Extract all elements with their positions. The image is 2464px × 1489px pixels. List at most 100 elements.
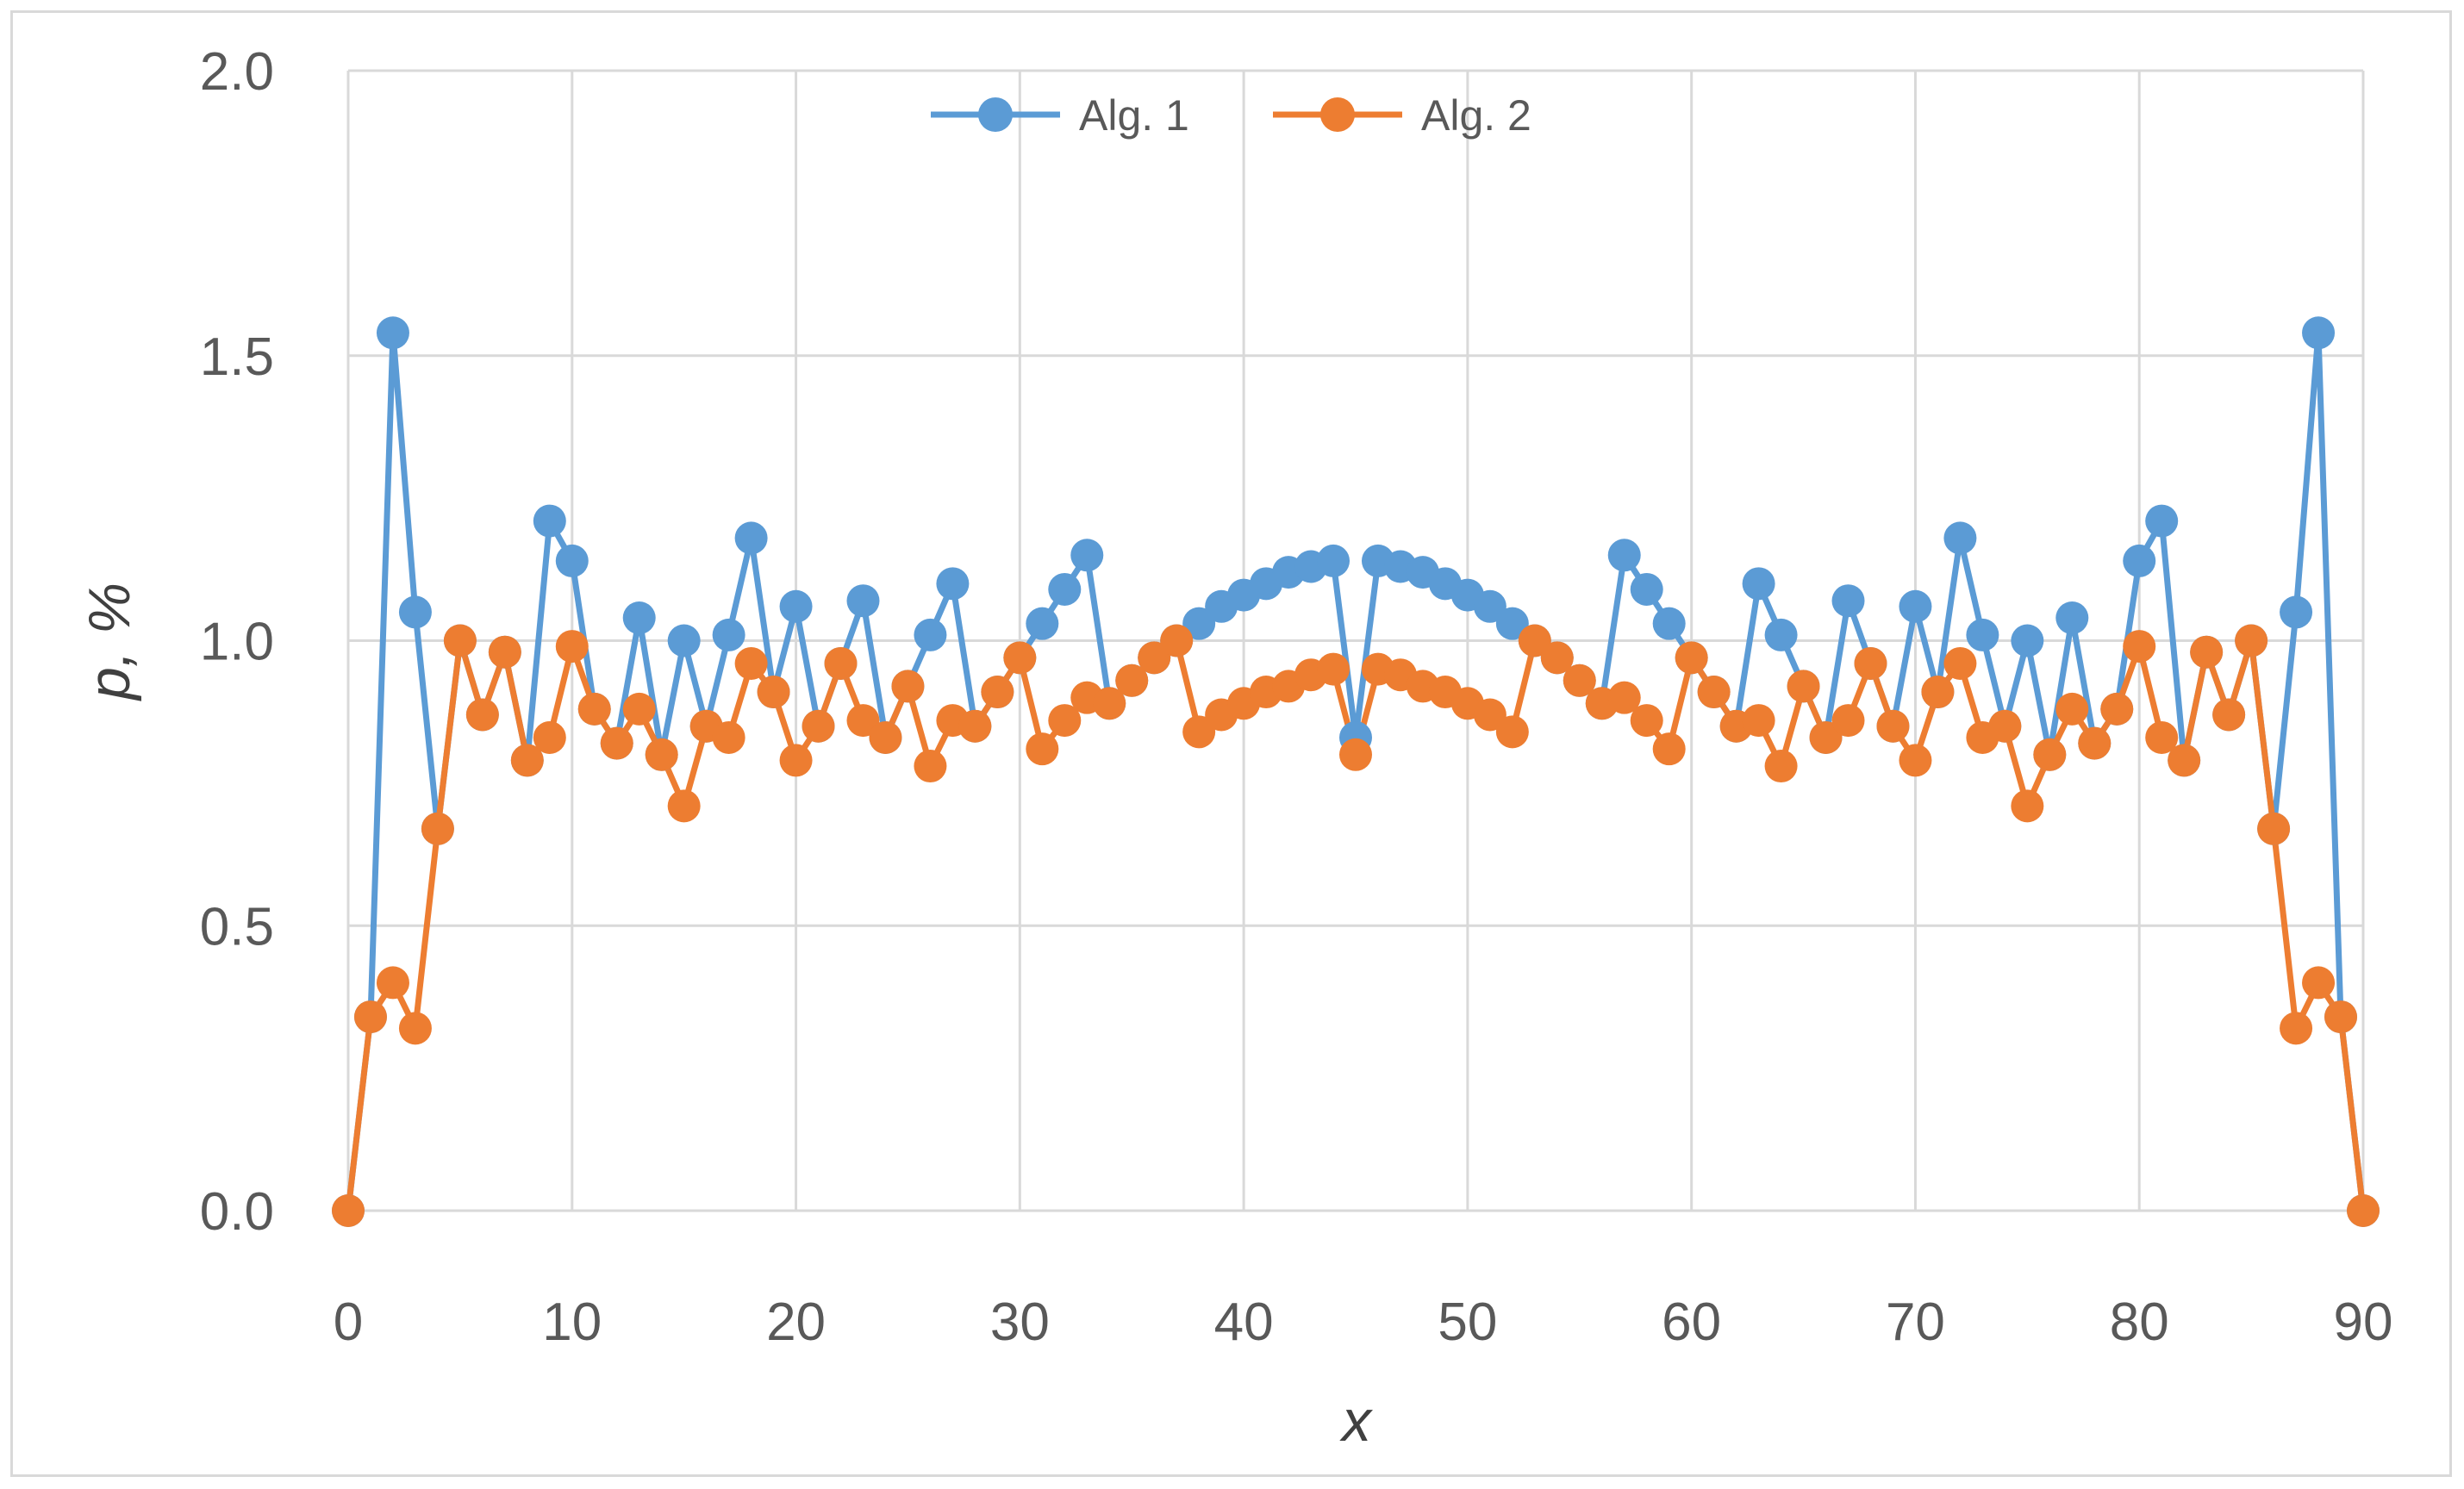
series-2-point bbox=[712, 720, 745, 754]
series-1-point bbox=[555, 544, 589, 577]
series-line-1 bbox=[345, 329, 2367, 1212]
series-2-point bbox=[1630, 704, 1663, 738]
series-2-point bbox=[488, 635, 521, 669]
legend-marker-2 bbox=[1320, 97, 1355, 132]
series-2-point bbox=[1115, 664, 1149, 697]
series-2-point bbox=[1093, 687, 1126, 720]
series-2-point bbox=[1742, 704, 1775, 738]
x-tick-label: 60 bbox=[1662, 1293, 1721, 1352]
series-2-point bbox=[622, 692, 656, 726]
series-1-point bbox=[1495, 607, 1529, 640]
series-2-point bbox=[2078, 726, 2112, 760]
series-1-point bbox=[1630, 572, 1663, 606]
series-2-point bbox=[2033, 738, 2067, 771]
series-2-point bbox=[1026, 732, 1059, 766]
series-1-point bbox=[1966, 618, 1999, 651]
series-2-point bbox=[1831, 704, 1865, 738]
series-2-point bbox=[533, 720, 566, 754]
series-1-point bbox=[1473, 589, 1506, 623]
legend-marker-1 bbox=[978, 97, 1013, 132]
series-2-point bbox=[1787, 670, 1820, 703]
series-markers bbox=[332, 316, 2380, 1227]
series-2-point bbox=[2324, 1000, 2358, 1034]
series-2-point bbox=[2235, 624, 2268, 657]
series-2-point bbox=[1518, 624, 1551, 657]
series-2-point bbox=[1563, 664, 1596, 697]
series-1-point bbox=[1652, 607, 1686, 640]
series-2-point bbox=[465, 698, 499, 732]
series-2-point bbox=[2011, 789, 2044, 823]
series-2-point bbox=[1675, 641, 1708, 675]
series-2-point bbox=[1988, 709, 2022, 743]
series-2-point bbox=[824, 646, 858, 680]
series-1-point bbox=[914, 618, 947, 651]
series-2-point bbox=[1652, 732, 1686, 766]
series-1-point bbox=[2302, 316, 2336, 350]
x-axis-title: x bbox=[1339, 1388, 1373, 1454]
y-tick-label: 2.0 bbox=[200, 42, 274, 102]
series-2-point bbox=[1473, 698, 1506, 732]
series-2-point bbox=[398, 1012, 432, 1045]
series-1-point bbox=[1742, 567, 1775, 601]
series-2-point bbox=[779, 744, 813, 777]
series-1-point bbox=[2055, 601, 2089, 635]
series-2-point bbox=[869, 720, 902, 754]
series-2-point bbox=[2123, 630, 2156, 664]
series-2-point bbox=[802, 709, 835, 743]
series-2-point bbox=[1182, 715, 1216, 749]
x-tick-label: 0 bbox=[334, 1293, 363, 1352]
series-1-point bbox=[398, 595, 432, 629]
legend-label-1: Alg. 1 bbox=[1079, 91, 1189, 140]
series-2-point bbox=[577, 692, 611, 726]
x-tick-label: 80 bbox=[2110, 1293, 2169, 1352]
series-2-point bbox=[914, 750, 947, 783]
series-2-point bbox=[2168, 744, 2201, 777]
x-tick-label: 50 bbox=[1438, 1293, 1497, 1352]
series-2-point bbox=[2280, 1012, 2313, 1045]
x-tick-label: 10 bbox=[542, 1293, 602, 1352]
series-1-point bbox=[2123, 544, 2156, 577]
series-2-point bbox=[846, 704, 880, 738]
y-axis-title: p, % bbox=[77, 583, 142, 701]
series-2-point bbox=[958, 709, 992, 743]
series-1-point bbox=[1607, 539, 1641, 572]
series-2-point bbox=[1339, 738, 1372, 771]
series-2-point bbox=[376, 966, 409, 1000]
x-axis-ticks: 0 10 20 30 40 50 60 70 80 90 bbox=[334, 1293, 2393, 1352]
series-2-point bbox=[2145, 720, 2179, 754]
series-1-point bbox=[734, 521, 768, 555]
series-2-point bbox=[1876, 709, 1910, 743]
series-1-point bbox=[779, 589, 813, 623]
series-2-point bbox=[981, 676, 1014, 709]
series-2-point bbox=[1809, 720, 1843, 754]
series-2-point bbox=[1495, 715, 1529, 749]
series-2-point bbox=[600, 726, 633, 760]
series-2-point bbox=[353, 1000, 387, 1034]
series-2-point bbox=[667, 789, 701, 823]
y-tick-label: 0.5 bbox=[200, 897, 274, 956]
series-lines bbox=[345, 329, 2367, 1212]
series-1-point bbox=[2280, 595, 2313, 629]
series-2-point bbox=[332, 1194, 365, 1227]
series-1-point bbox=[622, 601, 656, 635]
series-2-point bbox=[443, 624, 477, 657]
series-1-point bbox=[667, 624, 701, 657]
series-1-point bbox=[533, 504, 566, 538]
series-1-point bbox=[1764, 618, 1798, 651]
series-2-point bbox=[2347, 1194, 2380, 1227]
series-2-point bbox=[1764, 750, 1798, 783]
series-1-point bbox=[1026, 607, 1059, 640]
series-1-point bbox=[1070, 539, 1104, 572]
y-tick-label: 1.0 bbox=[200, 613, 274, 672]
series-2-point bbox=[1138, 641, 1171, 675]
series-2-point bbox=[1317, 652, 1351, 686]
series-1-point bbox=[1048, 572, 1082, 606]
series-2-point bbox=[1854, 646, 1887, 680]
series-2-point bbox=[1160, 624, 1194, 657]
series-1-point bbox=[1899, 589, 1932, 623]
series-2-point bbox=[891, 670, 925, 703]
series-1-point bbox=[1831, 584, 1865, 618]
series-1-point bbox=[2145, 504, 2179, 538]
series-2-point bbox=[2257, 812, 2291, 845]
